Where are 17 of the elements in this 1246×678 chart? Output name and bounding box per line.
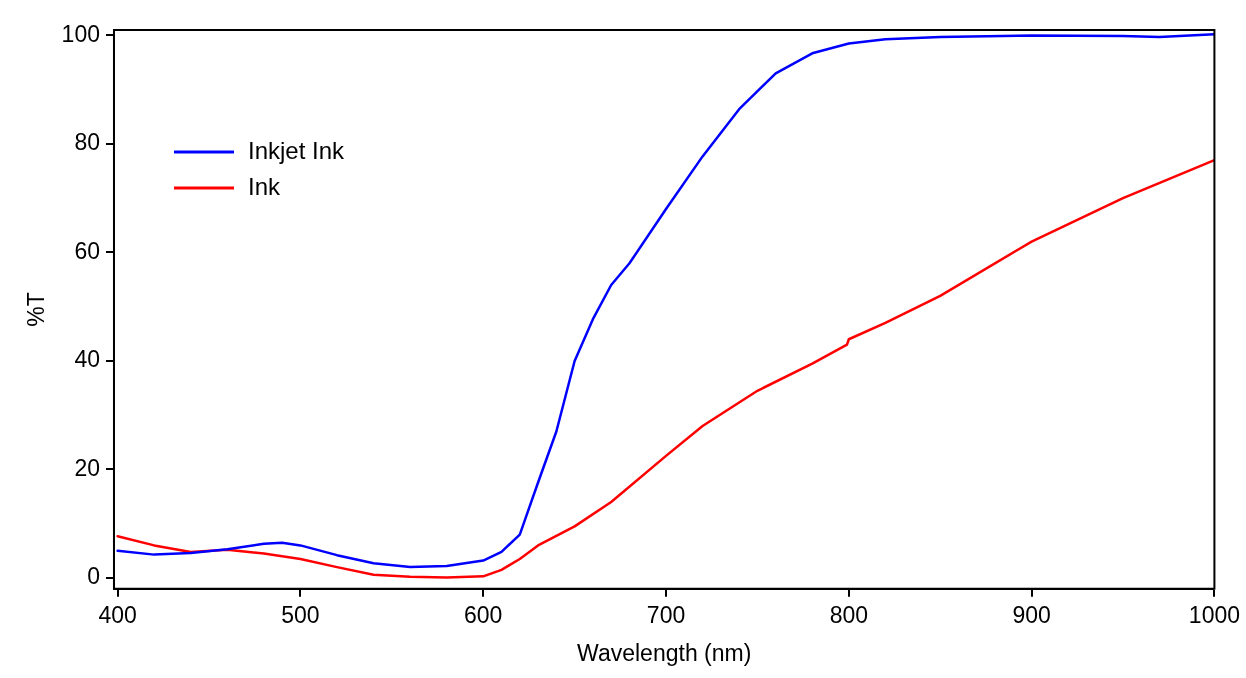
x-tick-label: 700	[646, 601, 686, 628]
x-tick-label: 800	[829, 601, 869, 628]
x-tick-label: 600	[464, 601, 503, 628]
x-tick-label: 400	[98, 601, 137, 628]
y-tick-label: 100	[61, 20, 100, 47]
y-tick-label: 20	[74, 454, 100, 481]
x-tick-label: 1000	[1188, 601, 1240, 628]
y-tick-label: 60	[74, 237, 100, 264]
x-tick-label: 900	[1012, 601, 1051, 628]
y-tick-label: 80	[74, 129, 100, 156]
x-axis-title: Wavelength (nm)	[577, 639, 752, 666]
y-tick-label: 0	[87, 563, 100, 590]
y-axis-title: %T	[23, 292, 50, 327]
legend-label: Ink	[247, 172, 281, 200]
x-tick-label: 500	[281, 601, 320, 628]
y-tick-label: 40	[74, 346, 100, 373]
legend-label: Inkjet Ink	[247, 136, 346, 164]
